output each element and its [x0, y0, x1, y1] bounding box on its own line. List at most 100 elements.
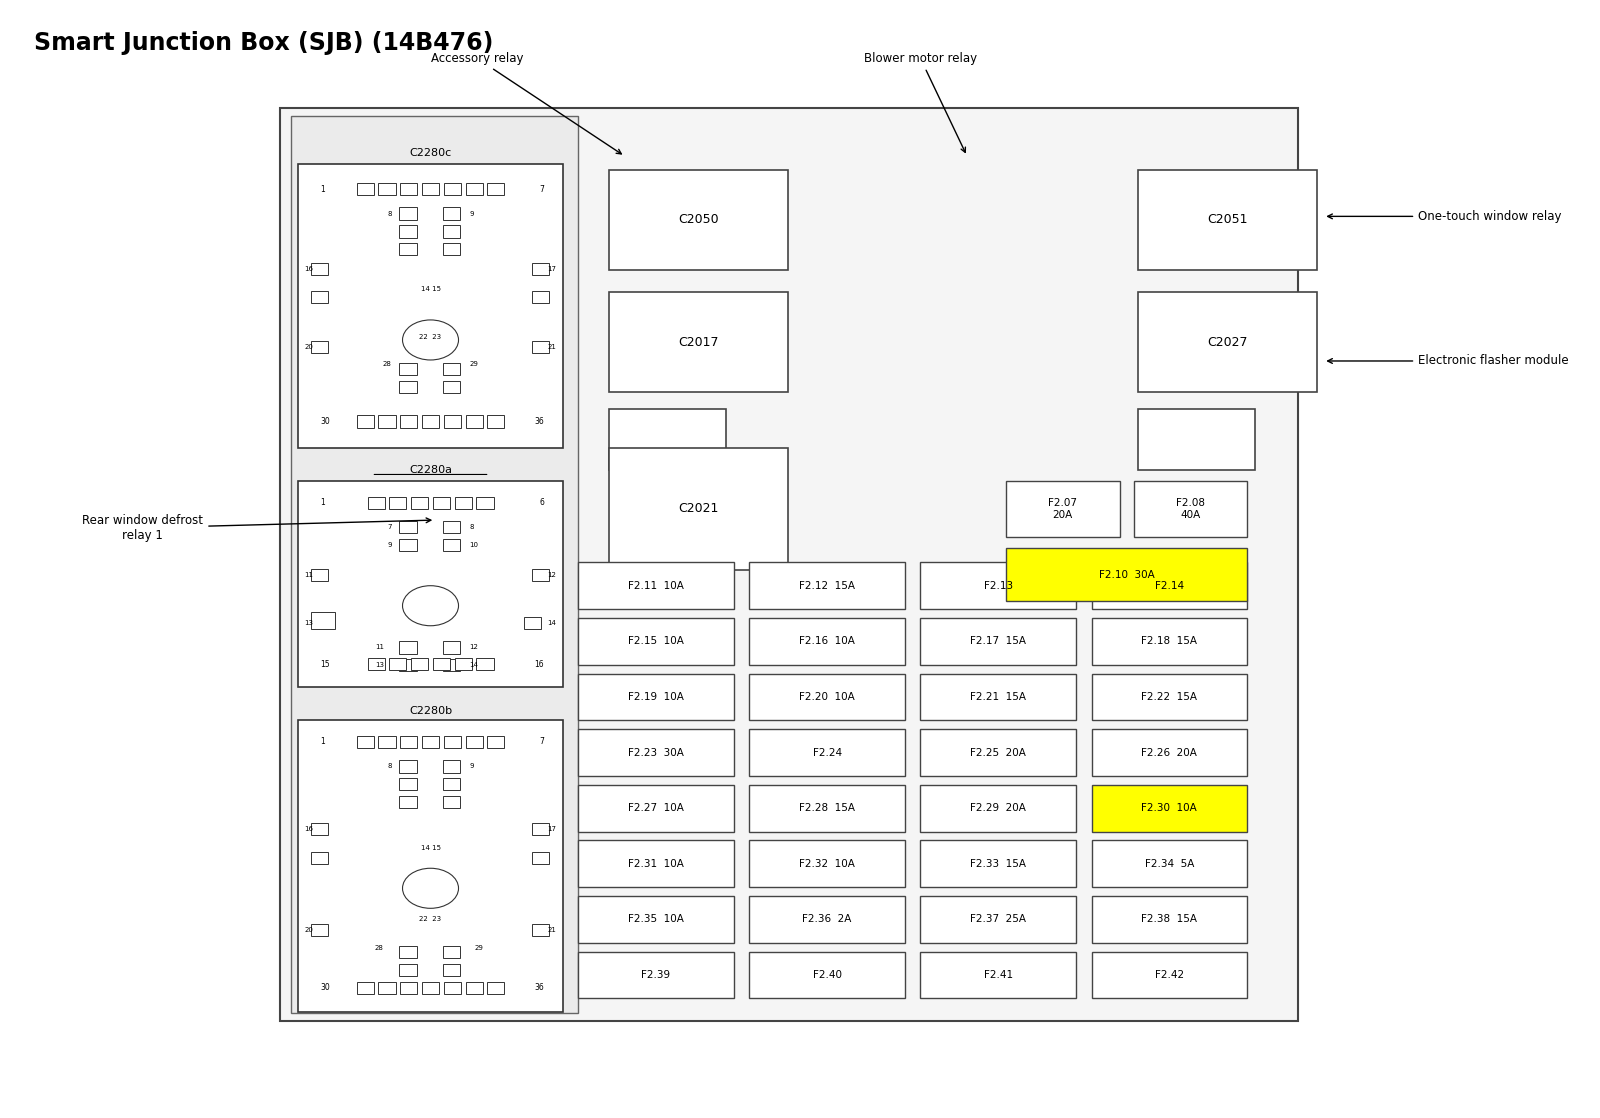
Text: F2.38  15A: F2.38 15A — [1141, 915, 1197, 925]
Bar — [400, 243, 416, 255]
Text: F2.21  15A: F2.21 15A — [970, 692, 1026, 702]
Text: 36: 36 — [534, 417, 544, 426]
Bar — [920, 729, 1077, 776]
Text: 13: 13 — [304, 620, 314, 626]
Bar — [298, 481, 563, 686]
Bar — [368, 496, 384, 509]
Text: F2.19  10A: F2.19 10A — [629, 692, 683, 702]
Text: 22  23: 22 23 — [419, 917, 442, 922]
Bar — [422, 736, 438, 748]
Text: C2051: C2051 — [1208, 214, 1248, 226]
Text: 12: 12 — [547, 572, 557, 578]
Bar — [531, 291, 549, 303]
Bar — [531, 263, 549, 275]
Bar — [400, 778, 416, 790]
Text: 14: 14 — [547, 620, 557, 626]
Bar — [400, 183, 418, 196]
Text: F2.13: F2.13 — [984, 580, 1013, 590]
Text: F2.16  10A: F2.16 10A — [800, 636, 854, 646]
Bar — [1091, 896, 1246, 942]
Text: F2.33  15A: F2.33 15A — [970, 859, 1026, 869]
Text: F2.28  15A: F2.28 15A — [798, 803, 854, 813]
Text: F2.32  10A: F2.32 10A — [800, 859, 854, 869]
Bar — [379, 982, 395, 994]
Text: F2.12  15A: F2.12 15A — [798, 580, 854, 590]
Bar — [531, 823, 549, 835]
Bar — [1091, 673, 1246, 720]
Text: F2.40: F2.40 — [813, 970, 842, 980]
Text: 21: 21 — [547, 344, 557, 350]
Text: 16: 16 — [304, 266, 314, 272]
Bar — [310, 923, 328, 936]
Text: F2.10  30A: F2.10 30A — [1099, 569, 1155, 579]
Text: F2.41: F2.41 — [984, 970, 1013, 980]
Text: C2050: C2050 — [678, 214, 718, 226]
Bar — [400, 539, 416, 551]
Bar — [400, 521, 416, 533]
Text: Rear window defrost
relay 1: Rear window defrost relay 1 — [82, 514, 430, 542]
Text: F2.26  20A: F2.26 20A — [1141, 748, 1197, 758]
Bar — [368, 659, 384, 671]
Bar — [400, 964, 416, 976]
Text: 16: 16 — [534, 660, 544, 669]
Bar — [357, 982, 374, 994]
Bar — [443, 521, 461, 533]
Text: 28: 28 — [382, 361, 392, 367]
Text: 20: 20 — [304, 927, 314, 934]
Bar — [477, 496, 493, 509]
Bar — [443, 736, 461, 748]
Text: 14 15: 14 15 — [421, 845, 440, 851]
Bar — [1091, 951, 1246, 998]
Text: 9: 9 — [469, 210, 474, 217]
Text: 7: 7 — [539, 738, 544, 747]
Bar — [1091, 785, 1246, 832]
Bar — [488, 982, 504, 994]
Bar — [310, 263, 328, 275]
Text: 20: 20 — [304, 344, 314, 350]
Bar — [920, 673, 1077, 720]
Bar — [443, 964, 461, 976]
Bar — [466, 736, 483, 748]
Text: 22  23: 22 23 — [419, 333, 442, 340]
Bar — [749, 729, 906, 776]
Bar — [920, 618, 1077, 665]
Text: 30: 30 — [320, 984, 330, 993]
Bar — [310, 852, 328, 864]
Text: 29: 29 — [469, 361, 478, 367]
Bar — [1133, 481, 1246, 537]
Bar — [443, 243, 461, 255]
Bar — [920, 785, 1077, 832]
Text: C2280c: C2280c — [410, 148, 451, 158]
Bar — [443, 982, 461, 994]
Text: C2280b: C2280b — [410, 707, 453, 717]
Bar — [379, 416, 395, 428]
Bar — [443, 539, 461, 551]
Text: C2280a: C2280a — [410, 465, 453, 475]
Bar — [531, 923, 549, 936]
Bar — [422, 982, 438, 994]
Bar — [920, 562, 1077, 609]
Bar — [298, 720, 563, 1012]
Bar — [443, 225, 461, 237]
Bar — [1091, 841, 1246, 888]
Bar — [443, 796, 461, 808]
Bar — [466, 982, 483, 994]
Text: F2.25  20A: F2.25 20A — [970, 748, 1026, 758]
Bar — [610, 170, 789, 269]
Bar — [1006, 548, 1246, 601]
Text: F2.23  30A: F2.23 30A — [629, 748, 683, 758]
Bar — [357, 183, 374, 196]
Text: One-touch window relay: One-touch window relay — [1328, 210, 1562, 222]
Text: F2.27  10A: F2.27 10A — [629, 803, 683, 813]
Bar — [749, 896, 906, 942]
Text: 17: 17 — [547, 826, 557, 832]
Bar — [443, 381, 461, 394]
Text: F2.36  2A: F2.36 2A — [803, 915, 851, 925]
Bar — [291, 116, 578, 1013]
Text: 16: 16 — [304, 826, 314, 832]
Text: 29: 29 — [474, 945, 483, 950]
Bar — [443, 416, 461, 428]
Bar — [379, 736, 395, 748]
Text: F2.29  20A: F2.29 20A — [970, 803, 1026, 813]
Bar — [1006, 481, 1120, 537]
